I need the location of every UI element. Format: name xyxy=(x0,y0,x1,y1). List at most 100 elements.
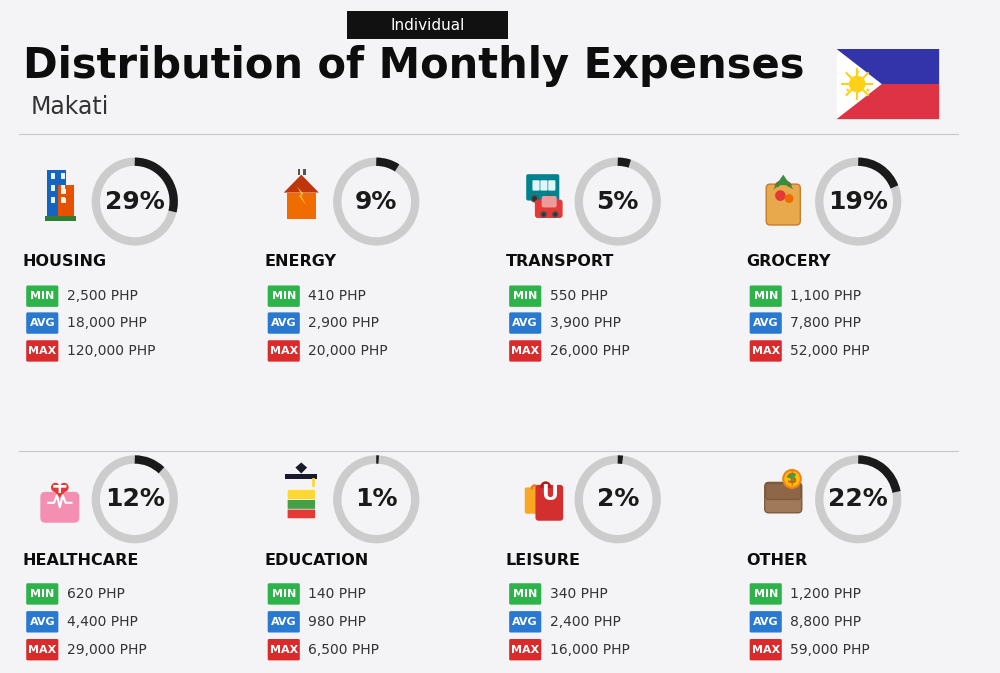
FancyBboxPatch shape xyxy=(535,199,563,218)
Text: 6,500 PHP: 6,500 PHP xyxy=(308,643,379,657)
Circle shape xyxy=(60,483,69,492)
Text: 29%: 29% xyxy=(105,190,165,213)
Text: 22%: 22% xyxy=(828,487,888,511)
Text: MIN: MIN xyxy=(272,589,296,599)
Text: 1,200 PHP: 1,200 PHP xyxy=(790,587,861,601)
Circle shape xyxy=(783,470,801,488)
Text: MIN: MIN xyxy=(272,291,296,301)
Polygon shape xyxy=(285,474,317,479)
Text: 20,000 PHP: 20,000 PHP xyxy=(308,344,388,358)
FancyBboxPatch shape xyxy=(51,174,55,179)
FancyBboxPatch shape xyxy=(51,197,55,203)
Circle shape xyxy=(546,195,552,202)
FancyBboxPatch shape xyxy=(268,341,300,361)
Text: 140 PHP: 140 PHP xyxy=(308,587,366,601)
FancyBboxPatch shape xyxy=(287,489,315,499)
Polygon shape xyxy=(773,175,793,190)
Text: 4,400 PHP: 4,400 PHP xyxy=(67,615,137,629)
Text: MAX: MAX xyxy=(28,645,56,655)
Text: 29,000 PHP: 29,000 PHP xyxy=(67,643,146,657)
FancyBboxPatch shape xyxy=(837,49,939,119)
Polygon shape xyxy=(837,49,939,84)
Text: 7,800 PHP: 7,800 PHP xyxy=(790,316,861,330)
Text: MAX: MAX xyxy=(511,645,539,655)
FancyBboxPatch shape xyxy=(268,285,300,307)
FancyBboxPatch shape xyxy=(509,312,541,334)
FancyBboxPatch shape xyxy=(26,583,58,604)
FancyBboxPatch shape xyxy=(750,583,782,604)
FancyBboxPatch shape xyxy=(509,583,541,604)
FancyBboxPatch shape xyxy=(532,180,540,190)
Text: 26,000 PHP: 26,000 PHP xyxy=(550,344,629,358)
FancyBboxPatch shape xyxy=(26,611,58,633)
Text: 19%: 19% xyxy=(828,190,888,213)
Circle shape xyxy=(553,212,558,217)
FancyBboxPatch shape xyxy=(750,341,782,361)
FancyBboxPatch shape xyxy=(61,197,65,203)
FancyBboxPatch shape xyxy=(61,189,66,194)
Text: 9%: 9% xyxy=(355,190,397,213)
FancyBboxPatch shape xyxy=(58,185,74,221)
Polygon shape xyxy=(284,175,319,192)
Polygon shape xyxy=(297,186,306,205)
FancyBboxPatch shape xyxy=(287,508,315,519)
Text: AVG: AVG xyxy=(753,617,779,627)
FancyBboxPatch shape xyxy=(287,192,316,219)
FancyBboxPatch shape xyxy=(268,583,300,604)
FancyBboxPatch shape xyxy=(298,169,300,175)
Text: 550 PHP: 550 PHP xyxy=(550,289,607,303)
Text: 2,900 PHP: 2,900 PHP xyxy=(308,316,379,330)
Circle shape xyxy=(531,195,538,202)
Text: AVG: AVG xyxy=(512,318,538,328)
Text: MIN: MIN xyxy=(513,589,537,599)
FancyBboxPatch shape xyxy=(542,196,557,207)
Text: 18,000 PHP: 18,000 PHP xyxy=(67,316,146,330)
FancyBboxPatch shape xyxy=(540,180,548,190)
Text: HOUSING: HOUSING xyxy=(23,254,107,269)
Text: Distribution of Monthly Expenses: Distribution of Monthly Expenses xyxy=(23,45,804,87)
Text: U: U xyxy=(541,484,558,504)
FancyBboxPatch shape xyxy=(548,180,555,190)
Polygon shape xyxy=(837,84,939,119)
FancyBboxPatch shape xyxy=(766,184,800,225)
Text: MIN: MIN xyxy=(754,589,778,599)
Text: 12%: 12% xyxy=(105,487,165,511)
Text: LEISURE: LEISURE xyxy=(506,553,581,567)
Text: 340 PHP: 340 PHP xyxy=(550,587,607,601)
FancyBboxPatch shape xyxy=(47,170,66,221)
FancyBboxPatch shape xyxy=(766,483,801,499)
Text: ENERGY: ENERGY xyxy=(264,254,336,269)
Text: 2,500 PHP: 2,500 PHP xyxy=(67,289,137,303)
FancyBboxPatch shape xyxy=(40,492,79,523)
Circle shape xyxy=(849,75,866,92)
FancyBboxPatch shape xyxy=(535,485,563,521)
Text: 120,000 PHP: 120,000 PHP xyxy=(67,344,155,358)
Text: ★: ★ xyxy=(865,87,870,92)
Text: GROCERY: GROCERY xyxy=(746,254,831,269)
FancyBboxPatch shape xyxy=(750,639,782,660)
Text: EDUCATION: EDUCATION xyxy=(264,553,369,567)
Text: ★: ★ xyxy=(854,69,860,75)
Text: MIN: MIN xyxy=(30,589,54,599)
FancyBboxPatch shape xyxy=(26,285,58,307)
Text: MIN: MIN xyxy=(754,291,778,301)
Text: 2%: 2% xyxy=(597,487,639,511)
Text: Individual: Individual xyxy=(390,17,465,33)
Text: 1,100 PHP: 1,100 PHP xyxy=(790,289,861,303)
Polygon shape xyxy=(837,49,882,119)
Text: 3,900 PHP: 3,900 PHP xyxy=(550,316,621,330)
FancyBboxPatch shape xyxy=(750,285,782,307)
Text: ★: ★ xyxy=(844,87,850,92)
Text: MIN: MIN xyxy=(30,291,54,301)
FancyBboxPatch shape xyxy=(268,312,300,334)
FancyBboxPatch shape xyxy=(268,639,300,660)
Circle shape xyxy=(541,212,546,217)
FancyBboxPatch shape xyxy=(26,639,58,660)
Text: MAX: MAX xyxy=(270,645,298,655)
FancyBboxPatch shape xyxy=(750,312,782,334)
FancyBboxPatch shape xyxy=(509,611,541,633)
Circle shape xyxy=(775,190,786,201)
Polygon shape xyxy=(295,462,307,474)
FancyBboxPatch shape xyxy=(287,499,315,509)
Text: AVG: AVG xyxy=(512,617,538,627)
